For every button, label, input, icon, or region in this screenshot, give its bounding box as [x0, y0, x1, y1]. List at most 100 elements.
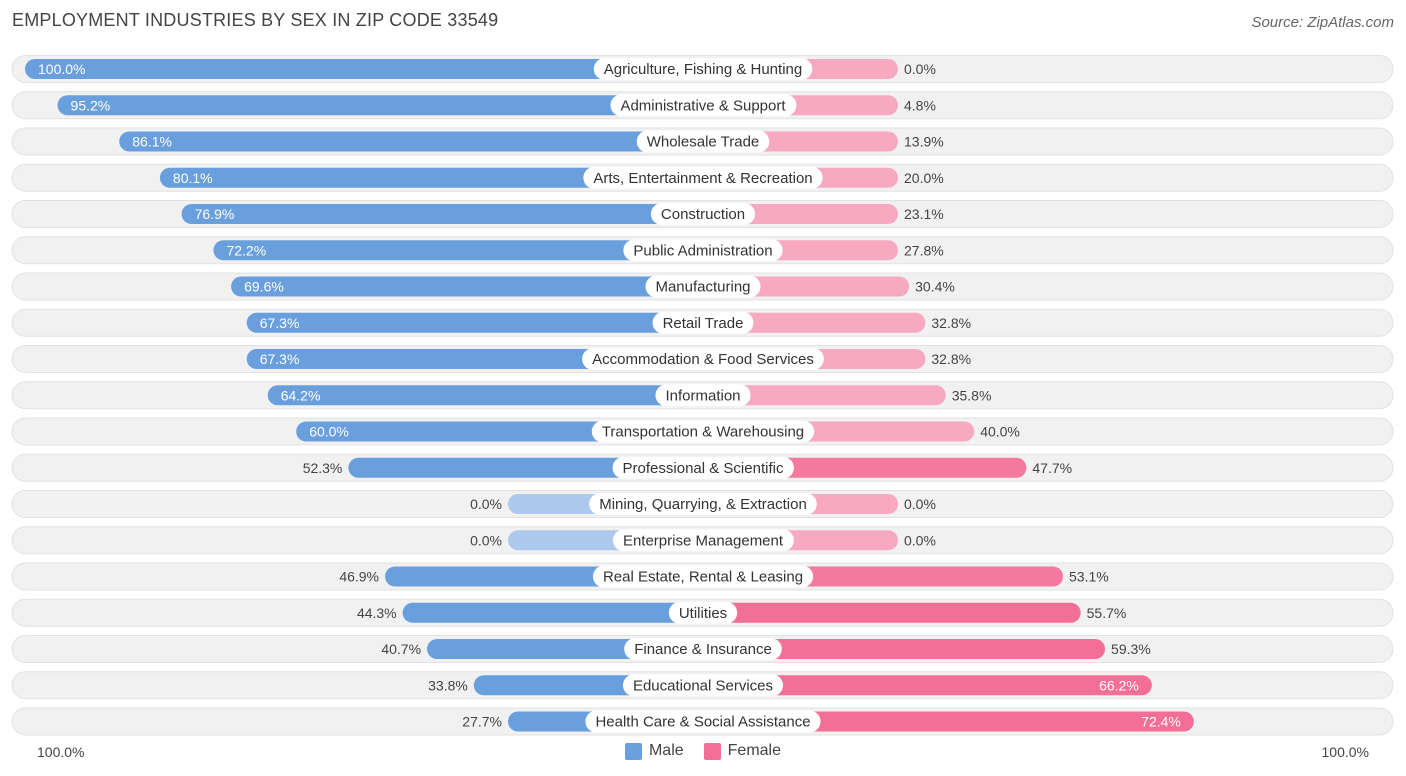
- value-label-female: 0.0%: [904, 496, 936, 512]
- chart-area: Agriculture, Fishing & Hunting 100.0% 0.0%…: [11, 55, 1394, 736]
- category-label: Construction: [661, 206, 745, 223]
- bar-female: [703, 711, 1194, 732]
- legend-item-male: Male: [624, 742, 684, 760]
- bar-male: [159, 167, 703, 188]
- value-label-male: 76.9%: [195, 206, 235, 222]
- bar-male: [181, 204, 704, 224]
- category-label: Accommodation & Food Services: [592, 351, 814, 368]
- category-label-pill: [612, 529, 794, 552]
- category-label: Utilities: [679, 605, 727, 622]
- category-label-pill: [592, 565, 814, 588]
- category-label-pill: [610, 94, 797, 117]
- value-label-male: 44.3%: [357, 605, 397, 621]
- value-label-female: 0.0%: [904, 61, 936, 77]
- value-label-male: 52.3%: [303, 460, 343, 476]
- category-label: Health Care & Social Assistance: [595, 714, 810, 731]
- value-label-male: 80.1%: [173, 170, 213, 186]
- axis-label-right: 100.0%: [1321, 744, 1369, 760]
- value-label-female: 32.8%: [931, 351, 971, 367]
- value-label-female: 4.8%: [904, 97, 936, 113]
- value-label-male: 27.7%: [462, 714, 502, 730]
- value-label-female: 72.4%: [1141, 714, 1181, 730]
- category-label-pill: [655, 384, 751, 407]
- category-label-pill: [589, 493, 817, 515]
- category-label: Manufacturing: [655, 279, 750, 296]
- category-label: Finance & Insurance: [634, 641, 772, 658]
- value-label-male: 67.3%: [260, 351, 300, 367]
- category-label: Transportation & Warehousing: [602, 424, 804, 441]
- category-label: Public Administration: [633, 242, 772, 259]
- value-label-male: 33.8%: [428, 677, 468, 693]
- category-label: Information: [665, 387, 740, 404]
- bar-male: [402, 602, 703, 623]
- value-label-male: 0.0%: [470, 532, 502, 548]
- legend-label-male: Male: [648, 742, 684, 759]
- bar-male: [57, 95, 703, 116]
- value-label-female: 30.4%: [915, 279, 955, 295]
- bar-male: [25, 59, 703, 79]
- value-label-male: 100.0%: [38, 61, 85, 77]
- value-label-male: 67.3%: [260, 315, 300, 331]
- value-label-male: 60.0%: [309, 424, 349, 440]
- value-label-female: 59.3%: [1111, 641, 1151, 657]
- category-label: Educational Services: [633, 677, 773, 694]
- value-label-female: 40.0%: [980, 424, 1020, 440]
- category-label-pill: [612, 456, 794, 479]
- category-label-pill: [582, 348, 824, 370]
- value-label-female: 35.8%: [952, 387, 992, 403]
- category-label-pill: [645, 275, 761, 298]
- category-label: Mining, Quarrying, & Extraction: [599, 496, 807, 513]
- category-label: Real Estate, Rental & Leasing: [603, 569, 803, 586]
- bar-female: [703, 675, 1152, 696]
- value-label-female: 32.8%: [931, 315, 971, 331]
- category-label: Wholesale Trade: [647, 134, 760, 151]
- category-label: Retail Trade: [663, 315, 744, 332]
- category-label-pill: [583, 166, 823, 189]
- axis-label-left: 100.0%: [37, 744, 85, 760]
- category-label: Agriculture, Fishing & Hunting: [604, 61, 802, 78]
- category-label-pill: [623, 239, 783, 262]
- category-label-pill: [668, 601, 738, 624]
- bar-female: [703, 385, 946, 406]
- value-label-male: 64.2%: [281, 387, 321, 403]
- bar-female: [703, 312, 926, 333]
- value-label-male: 46.9%: [339, 569, 379, 585]
- category-label: Professional & Scientific: [623, 460, 784, 477]
- category-label: Administrative & Support: [620, 97, 786, 114]
- bar-male: [213, 240, 703, 261]
- category-label-pill: [585, 710, 821, 733]
- category-label: Arts, Entertainment & Recreation: [593, 170, 812, 187]
- category-label: Enterprise Management: [623, 532, 784, 549]
- value-label-male: 40.7%: [381, 641, 421, 657]
- category-label-pill: [652, 311, 754, 334]
- value-label-male: 69.6%: [244, 279, 284, 295]
- bar-male: [267, 385, 703, 406]
- category-label-pill: [593, 58, 813, 80]
- value-label-female: 55.7%: [1087, 605, 1127, 621]
- bar-female: [703, 602, 1081, 623]
- value-label-female: 27.8%: [904, 242, 944, 258]
- value-label-female: 66.2%: [1099, 677, 1139, 693]
- value-label-male: 95.2%: [71, 97, 111, 113]
- value-label-female: 47.7%: [1032, 460, 1072, 476]
- category-label-pill: [622, 674, 784, 697]
- value-label-female: 13.9%: [904, 134, 944, 150]
- category-label-pill: [650, 203, 756, 225]
- bar-male: [119, 131, 703, 152]
- source-label: Source: ZipAtlas.com: [1251, 14, 1394, 31]
- legend: Male Female: [0, 742, 1406, 760]
- value-label-female: 20.0%: [904, 170, 944, 186]
- value-label-female: 53.1%: [1069, 569, 1109, 585]
- value-label-female: 0.0%: [904, 532, 936, 548]
- value-label-male: 0.0%: [470, 496, 502, 512]
- legend-label-female: Female: [727, 742, 782, 759]
- category-label-pill: [636, 130, 770, 153]
- category-label-pill: [624, 638, 782, 660]
- bar-male: [246, 312, 703, 333]
- bar-female: [703, 639, 1106, 659]
- value-label-male: 86.1%: [132, 134, 172, 150]
- category-label-pill: [591, 420, 815, 443]
- legend-item-female: Female: [703, 742, 782, 760]
- value-label-female: 23.1%: [904, 206, 944, 222]
- chart-title: EMPLOYMENT INDUSTRIES BY SEX IN ZIP CODE…: [12, 10, 499, 30]
